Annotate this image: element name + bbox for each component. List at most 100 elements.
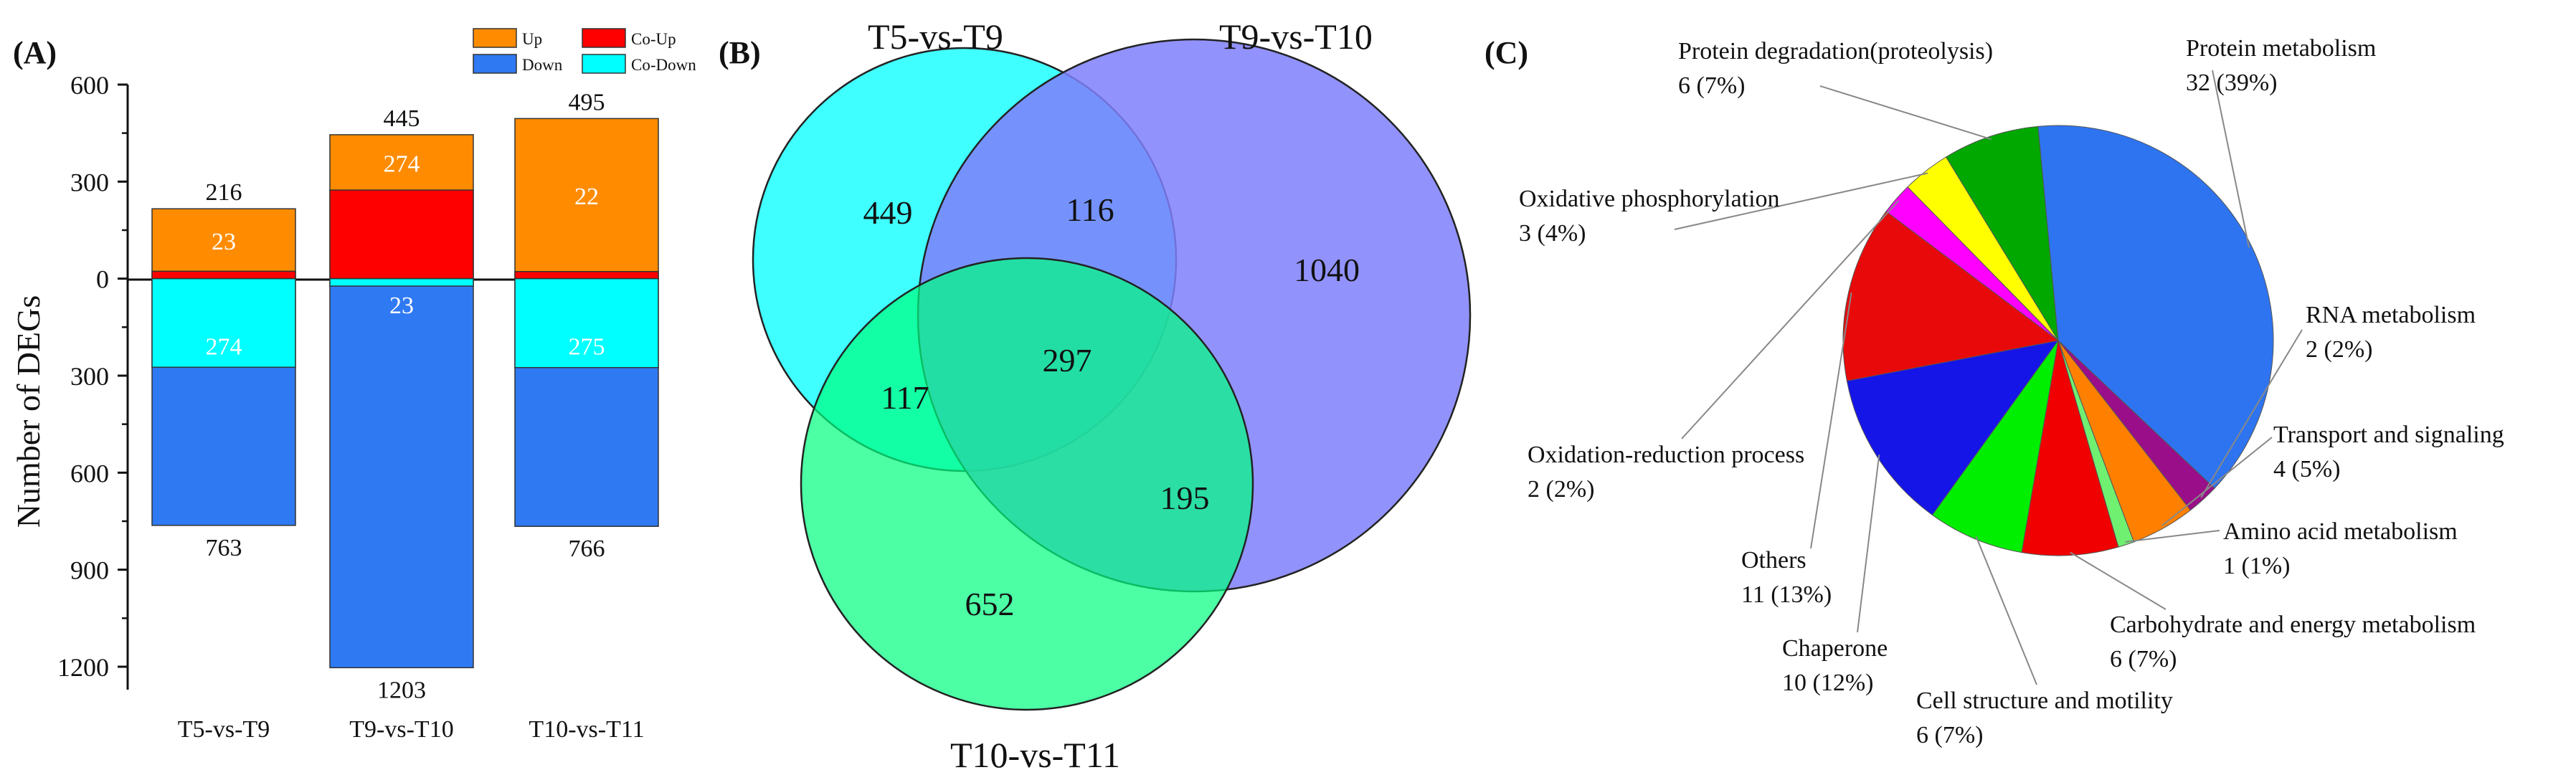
leader-line-protein-metabolism bbox=[2212, 70, 2250, 248]
venn-set-label-c: T10-vs-T11 bbox=[950, 735, 1120, 775]
leader-line-oxidative-phosphorylation bbox=[1674, 172, 1928, 230]
legend-label-co-down: Co-Down bbox=[631, 56, 696, 74]
pie-label-value-chaperone: 10 (12%) bbox=[1782, 670, 1873, 696]
venn-region-ac: 117 bbox=[881, 379, 929, 416]
x-category-labels: T5-vs-T9 T9-vs-T10 T10-vs-T11 bbox=[178, 716, 645, 743]
venn-region-only-b: 1040 bbox=[1294, 252, 1360, 288]
pie-label-name-others: Others bbox=[1741, 547, 1806, 574]
bar-up-t5-vs-t9 bbox=[151, 208, 296, 280]
pie-label-name-cell-structure-and-motility: Cell structure and motility bbox=[1916, 688, 2173, 714]
legend-swatch-co-up bbox=[582, 28, 626, 48]
label-co-up-t10-vs-t11: 22 bbox=[574, 184, 599, 210]
pie-label-name-amino-acid-metabolism: Amino acid metabolism bbox=[2223, 518, 2458, 545]
pie-label-value-cell-structure-and-motility: 6 (7%) bbox=[1916, 722, 1983, 748]
venn-region-abc: 297 bbox=[1043, 342, 1092, 379]
venn-circle-t10-vs-t11 bbox=[800, 257, 1254, 711]
pie-label-value-protein-metabolism: 32 (39%) bbox=[2186, 70, 2277, 96]
label-co-up-t9-vs-t10: 274 bbox=[384, 151, 420, 177]
pie-label-value-transport-and-signaling: 4 (5%) bbox=[2273, 456, 2340, 482]
y-tick-label: 300 bbox=[70, 362, 109, 391]
leader-line-rna-metabolism bbox=[2200, 329, 2303, 498]
label-co-up-t5-vs-t9: 23 bbox=[212, 229, 236, 255]
pie-label-value-protein-degradation-proteolysis: 6 (7%) bbox=[1678, 72, 1745, 99]
x-category-t9-vs-t10: T9-vs-T10 bbox=[349, 716, 453, 743]
pie-slice-carbohydrate-and-energy-metabolism bbox=[2021, 340, 2119, 556]
bar-co-down-t9-vs-t10 bbox=[329, 277, 474, 287]
bar-co-up-t9-vs-t10 bbox=[329, 189, 474, 280]
y-tick-label: 1200 bbox=[57, 653, 109, 682]
panel-b-label: (B) bbox=[719, 35, 761, 70]
y-tick-label: 300 bbox=[70, 168, 109, 196]
leader-line-cell-structure-and-motility bbox=[1975, 536, 2037, 685]
leader-line-others bbox=[1810, 292, 1852, 549]
venn-region-only-a: 449 bbox=[863, 194, 913, 231]
legend-label-up: Up bbox=[522, 30, 542, 48]
leader-line-oxidation-reduction-process bbox=[1681, 200, 1900, 439]
venn-region-bc: 195 bbox=[1160, 480, 1210, 516]
panel-b-venn: (B) T5-vs-T9 T9-vs-T10 T10-vs-T11 449 10… bbox=[719, 16, 1472, 775]
y-axis-ticks: 600 300 0 300 600 900 1200 bbox=[57, 71, 128, 682]
pie-label-name-protein-metabolism: Protein metabolism bbox=[2186, 35, 2376, 62]
legend-label-down: Down bbox=[522, 56, 563, 74]
bar-up-t10-vs-t11 bbox=[514, 118, 659, 280]
panel-a-bar-chart: (A) Number of DEGs 60030003006009001200 … bbox=[10, 28, 696, 743]
legend-swatch-co-down bbox=[582, 54, 626, 74]
pie-label-name-protein-degradation-proteolysis: Protein degradation(proteolysis) bbox=[1678, 38, 1993, 65]
pie-label-name-oxidation-reduction-process: Oxidation-reduction process bbox=[1528, 442, 1804, 468]
pie-label-value-amino-acid-metabolism: 1 (1%) bbox=[2223, 553, 2290, 579]
x-category-t10-vs-t11: T10-vs-T11 bbox=[529, 716, 644, 743]
pie-label-name-rna-metabolism: RNA metabolism bbox=[2306, 302, 2476, 328]
pie-slices bbox=[1842, 125, 2274, 556]
y-tick-label: 600 bbox=[70, 71, 109, 100]
pie-label-name-oxidative-phosphorylation: Oxidative phosphorylation bbox=[1519, 186, 1780, 212]
pie-slice-protein-degradation-proteolysis bbox=[1945, 125, 2059, 341]
panel-c-label: (C) bbox=[1484, 35, 1528, 70]
pie-label-name-carbohydrate-and-energy-metabolism: Carbohydrate and energy metabolism bbox=[2110, 612, 2476, 638]
pie-label-value-carbohydrate-and-energy-metabolism: 6 (7%) bbox=[2110, 646, 2177, 672]
pie-slice-protein-metabolism bbox=[2037, 125, 2274, 489]
pie-label-name-transport-and-signaling: Transport and signaling bbox=[2273, 422, 2504, 448]
legend-swatch-up bbox=[473, 28, 517, 48]
pie-label-name-chaperone: Chaperone bbox=[1782, 635, 1888, 662]
bar-co-down-t10-vs-t11 bbox=[514, 277, 659, 368]
y-tick-label: 0 bbox=[96, 265, 109, 294]
panel-c-pie: (C) Protein metabolism 32 (39%) RNA metabo… bbox=[1484, 35, 2504, 748]
bar-co-up-t5-vs-t9 bbox=[151, 270, 296, 280]
label-total-up-t5-vs-t9: 216 bbox=[206, 179, 242, 206]
pie-label-value-oxidation-reduction-process: 2 (2%) bbox=[1528, 476, 1594, 503]
leader-line-transport-and-signaling bbox=[2161, 437, 2273, 527]
leader-line-chaperone bbox=[1857, 454, 1880, 633]
venn-set-label-a: T5-vs-T9 bbox=[868, 16, 1003, 57]
pie-label-value-rna-metabolism: 2 (2%) bbox=[2306, 336, 2372, 363]
label-total-up-t9-vs-t10: 445 bbox=[384, 105, 420, 132]
leader-line-carbohydrate-and-energy-metabolism bbox=[2070, 551, 2167, 610]
label-total-up-t10-vs-t11: 495 bbox=[569, 89, 605, 115]
legend-label-co-up: Co-Up bbox=[631, 30, 676, 48]
label-total-down-t10-vs-t11: 766 bbox=[569, 536, 605, 562]
pie-label-value-oxidative-phosphorylation: 3 (4%) bbox=[1519, 220, 1586, 247]
pie-leader-lines bbox=[1674, 70, 2303, 685]
bar-co-down-t5-vs-t9 bbox=[151, 277, 296, 368]
pie-slice-chaperone bbox=[1846, 340, 2060, 515]
leader-line-protein-degradation-proteolysis bbox=[1819, 85, 1992, 141]
label-co-down-t10-vs-t11: 275 bbox=[569, 334, 605, 361]
bar-co-up-t10-vs-t11 bbox=[514, 270, 659, 280]
pie-label-value-others: 11 (13%) bbox=[1741, 581, 1832, 608]
leader-line-amino-acid-metabolism bbox=[2125, 530, 2220, 543]
pie-slice-labels: Protein metabolism 32 (39%) RNA metabolism… bbox=[1519, 35, 2504, 748]
y-tick-label: 900 bbox=[70, 556, 109, 585]
pie-slice-cell-structure-and-motility bbox=[1931, 340, 2059, 553]
bar-series bbox=[151, 118, 659, 669]
label-total-down-t5-vs-t9: 763 bbox=[206, 535, 242, 561]
panel-a-label: (A) bbox=[13, 35, 57, 70]
label-co-down-t5-vs-t9: 274 bbox=[206, 333, 242, 360]
legend: Up Co-Up Down Co-Down bbox=[473, 28, 696, 74]
legend-swatch-down bbox=[473, 54, 517, 74]
venn-region-only-c: 652 bbox=[965, 586, 1015, 622]
label-co-down-t9-vs-t10: 23 bbox=[389, 292, 414, 319]
bar-value-labels: 216 763 23 274 445 1203 274 23 495 766 22 275 bbox=[206, 89, 605, 703]
label-total-down-t9-vs-t10: 1203 bbox=[377, 677, 426, 703]
x-category-t5-vs-t9: T5-vs-T9 bbox=[178, 716, 270, 743]
